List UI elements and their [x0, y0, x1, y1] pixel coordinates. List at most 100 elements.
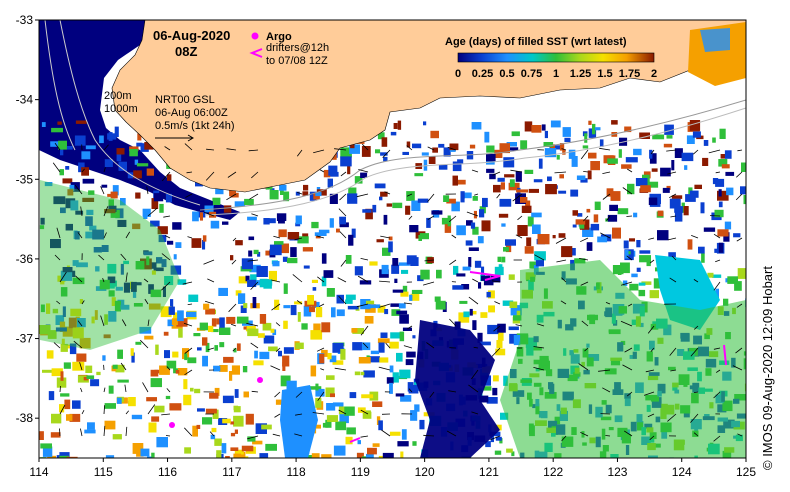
- sst-pixel: [558, 190, 567, 194]
- sst-pixel: [364, 316, 374, 324]
- sst-pixel: [499, 143, 510, 154]
- current-arrow: [423, 434, 435, 437]
- current-arrow: [622, 187, 633, 195]
- current-arrow: [77, 232, 83, 239]
- sst-pixel: [212, 409, 219, 419]
- current-arrow: [605, 435, 611, 437]
- sst-pixel: [392, 372, 399, 383]
- sst-pixel: [606, 188, 614, 197]
- current-arrow: [164, 146, 171, 151]
- sst-pixel: [95, 266, 100, 272]
- current-arrow: [120, 362, 127, 371]
- sst-pixel: [99, 279, 110, 290]
- sst-pixel: [205, 342, 210, 353]
- current-arrow: [161, 281, 171, 291]
- sst-pixel: [531, 125, 542, 133]
- current-arrow: [316, 235, 325, 239]
- drifter-track[interactable]: [469, 271, 501, 281]
- sst-pixel: [312, 287, 317, 291]
- sst-pixel: [248, 250, 253, 257]
- sst-pixel: [131, 414, 143, 420]
- sst-pixel: [50, 141, 60, 147]
- current-arrow: [446, 430, 457, 437]
- sst-pixel: [649, 149, 653, 159]
- sst-pixel: [629, 283, 639, 291]
- sst-pixel: [361, 146, 371, 157]
- sst-pixel: [414, 382, 418, 386]
- current-arrow: [103, 405, 105, 415]
- drifter-track[interactable]: [349, 437, 361, 443]
- current-arrow: [600, 232, 611, 239]
- current-arrow: [52, 162, 61, 173]
- sst-pixel: [129, 149, 138, 157]
- sst-pixel: [146, 168, 154, 176]
- sst-pixel: [290, 247, 297, 257]
- sst-pixel: [525, 200, 531, 207]
- sst-pixel: [386, 203, 393, 207]
- sst-pixel: [109, 280, 117, 287]
- sst-pixel: [191, 238, 202, 248]
- colorbar-tick-label: 1.5: [597, 68, 612, 80]
- sst-pixel: [222, 221, 229, 225]
- sst-pixel: [516, 189, 528, 193]
- current-arrow: [602, 171, 611, 174]
- sst-pixel: [163, 331, 169, 336]
- current-arrow: [626, 255, 633, 261]
- sst-pixel: [60, 207, 66, 214]
- sst-pixel: [580, 178, 588, 183]
- sst-pixel: [274, 299, 280, 310]
- sst-pixel: [363, 370, 375, 378]
- current-arrow: [80, 428, 83, 437]
- sst-pixel: [497, 330, 504, 341]
- sst-pixel: [318, 229, 330, 234]
- green-region-southeast: [500, 260, 746, 458]
- sst-pixel: [499, 198, 512, 207]
- sst-pixel: [40, 443, 52, 449]
- sst-pixel: [157, 226, 168, 235]
- current-arrow: [165, 235, 171, 239]
- colorbar-tick-label: 1: [553, 68, 559, 80]
- argo-float-marker[interactable]: [169, 422, 175, 428]
- current-arrow: [294, 433, 303, 437]
- sst-pixel: [369, 356, 380, 363]
- sst-pixel: [631, 273, 638, 278]
- sst-pixel: [639, 255, 651, 263]
- sst-pixel: [350, 144, 355, 149]
- sst-pixel: [315, 424, 321, 429]
- current-arrow: [360, 435, 369, 438]
- sst-pixel: [527, 216, 534, 227]
- sst-pixel: [59, 169, 64, 176]
- current-arrow: [429, 391, 435, 398]
- sst-pixel: [59, 452, 70, 458]
- sst-pixel: [137, 133, 142, 141]
- sst-pixel: [132, 223, 141, 230]
- coastal-deep-blue-region: [39, 20, 240, 220]
- drifter-track[interactable]: [723, 344, 727, 366]
- sst-pixel: [66, 146, 73, 150]
- sst-pixel: [737, 268, 746, 279]
- sst-pixel: [472, 226, 479, 235]
- current-arrow: [385, 342, 391, 349]
- current-arrow: [384, 191, 391, 195]
- sst-pixel: [380, 332, 388, 338]
- sst-pixel: [458, 312, 470, 323]
- sst-pixel: [510, 305, 522, 316]
- current-arrow: [79, 362, 83, 371]
- sst-pixel: [112, 185, 119, 196]
- sst-pixel: [136, 142, 143, 147]
- sst-pixel: [200, 212, 203, 221]
- current-arrow: [736, 237, 743, 242]
- sst-pixel: [85, 145, 96, 150]
- argo-float-marker[interactable]: [257, 377, 263, 383]
- sst-pixel: [286, 380, 297, 390]
- sst-pixel: [238, 293, 246, 304]
- sst-pixel: [502, 300, 514, 306]
- sst-pixel: [528, 188, 539, 193]
- sst-pixel: [465, 240, 473, 246]
- sst-pixel: [702, 157, 709, 166]
- sst-pixel: [315, 397, 322, 408]
- sst-pixel: [456, 225, 466, 236]
- deep-blue-patch-south: [415, 320, 500, 458]
- sst-pixel: [192, 425, 198, 437]
- sst-pixel: [283, 305, 291, 309]
